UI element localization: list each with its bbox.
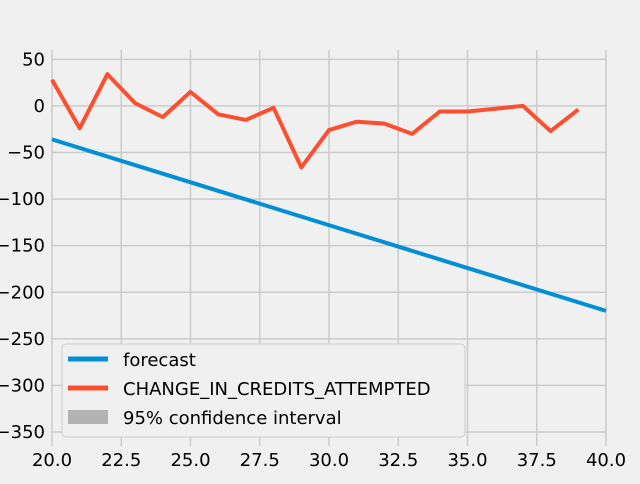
x-tick-label: 32.5 bbox=[378, 450, 418, 471]
legend-label-credits: CHANGE_IN_CREDITS_ATTEMPTED bbox=[123, 379, 431, 400]
y-tick-label: −100 bbox=[0, 189, 45, 210]
y-tick-label: −150 bbox=[0, 236, 45, 257]
legend-label-forecast: forecast bbox=[123, 350, 196, 371]
legend-box bbox=[61, 343, 466, 438]
legend-swatch-confidence bbox=[68, 410, 108, 424]
series-line-1 bbox=[50, 72, 580, 170]
legend: forecast CHANGE_IN_CREDITS_ATTEMPTED 95%… bbox=[61, 343, 466, 438]
y-axis-ticks: 50 0 −50 −100 −150 −200 −250 −300 −350 bbox=[0, 49, 45, 443]
series-group bbox=[50, 72, 607, 313]
y-tick-label: −250 bbox=[0, 329, 45, 350]
x-axis-ticks: 20.0 22.5 25.0 27.5 30.0 32.5 35.0 37.5 40.0 bbox=[32, 450, 626, 471]
x-tick-label: 37.5 bbox=[517, 450, 557, 471]
x-tick-label: 25.0 bbox=[170, 450, 210, 471]
y-tick-label: −200 bbox=[0, 282, 45, 303]
y-tick-label: −350 bbox=[0, 422, 45, 443]
x-tick-label: 20.0 bbox=[32, 450, 72, 471]
series-line-0 bbox=[51, 137, 607, 313]
y-tick-label: 0 bbox=[34, 96, 45, 117]
x-tick-label: 30.0 bbox=[309, 450, 349, 471]
legend-label-confidence: 95% confidence interval bbox=[123, 408, 342, 429]
x-tick-label: 35.0 bbox=[447, 450, 487, 471]
x-tick-label: 40.0 bbox=[586, 450, 626, 471]
y-tick-label: −50 bbox=[7, 142, 45, 163]
y-tick-label: 50 bbox=[22, 49, 45, 70]
y-tick-label: −300 bbox=[0, 375, 45, 396]
x-tick-label: 27.5 bbox=[240, 450, 280, 471]
x-tick-label: 22.5 bbox=[101, 450, 141, 471]
